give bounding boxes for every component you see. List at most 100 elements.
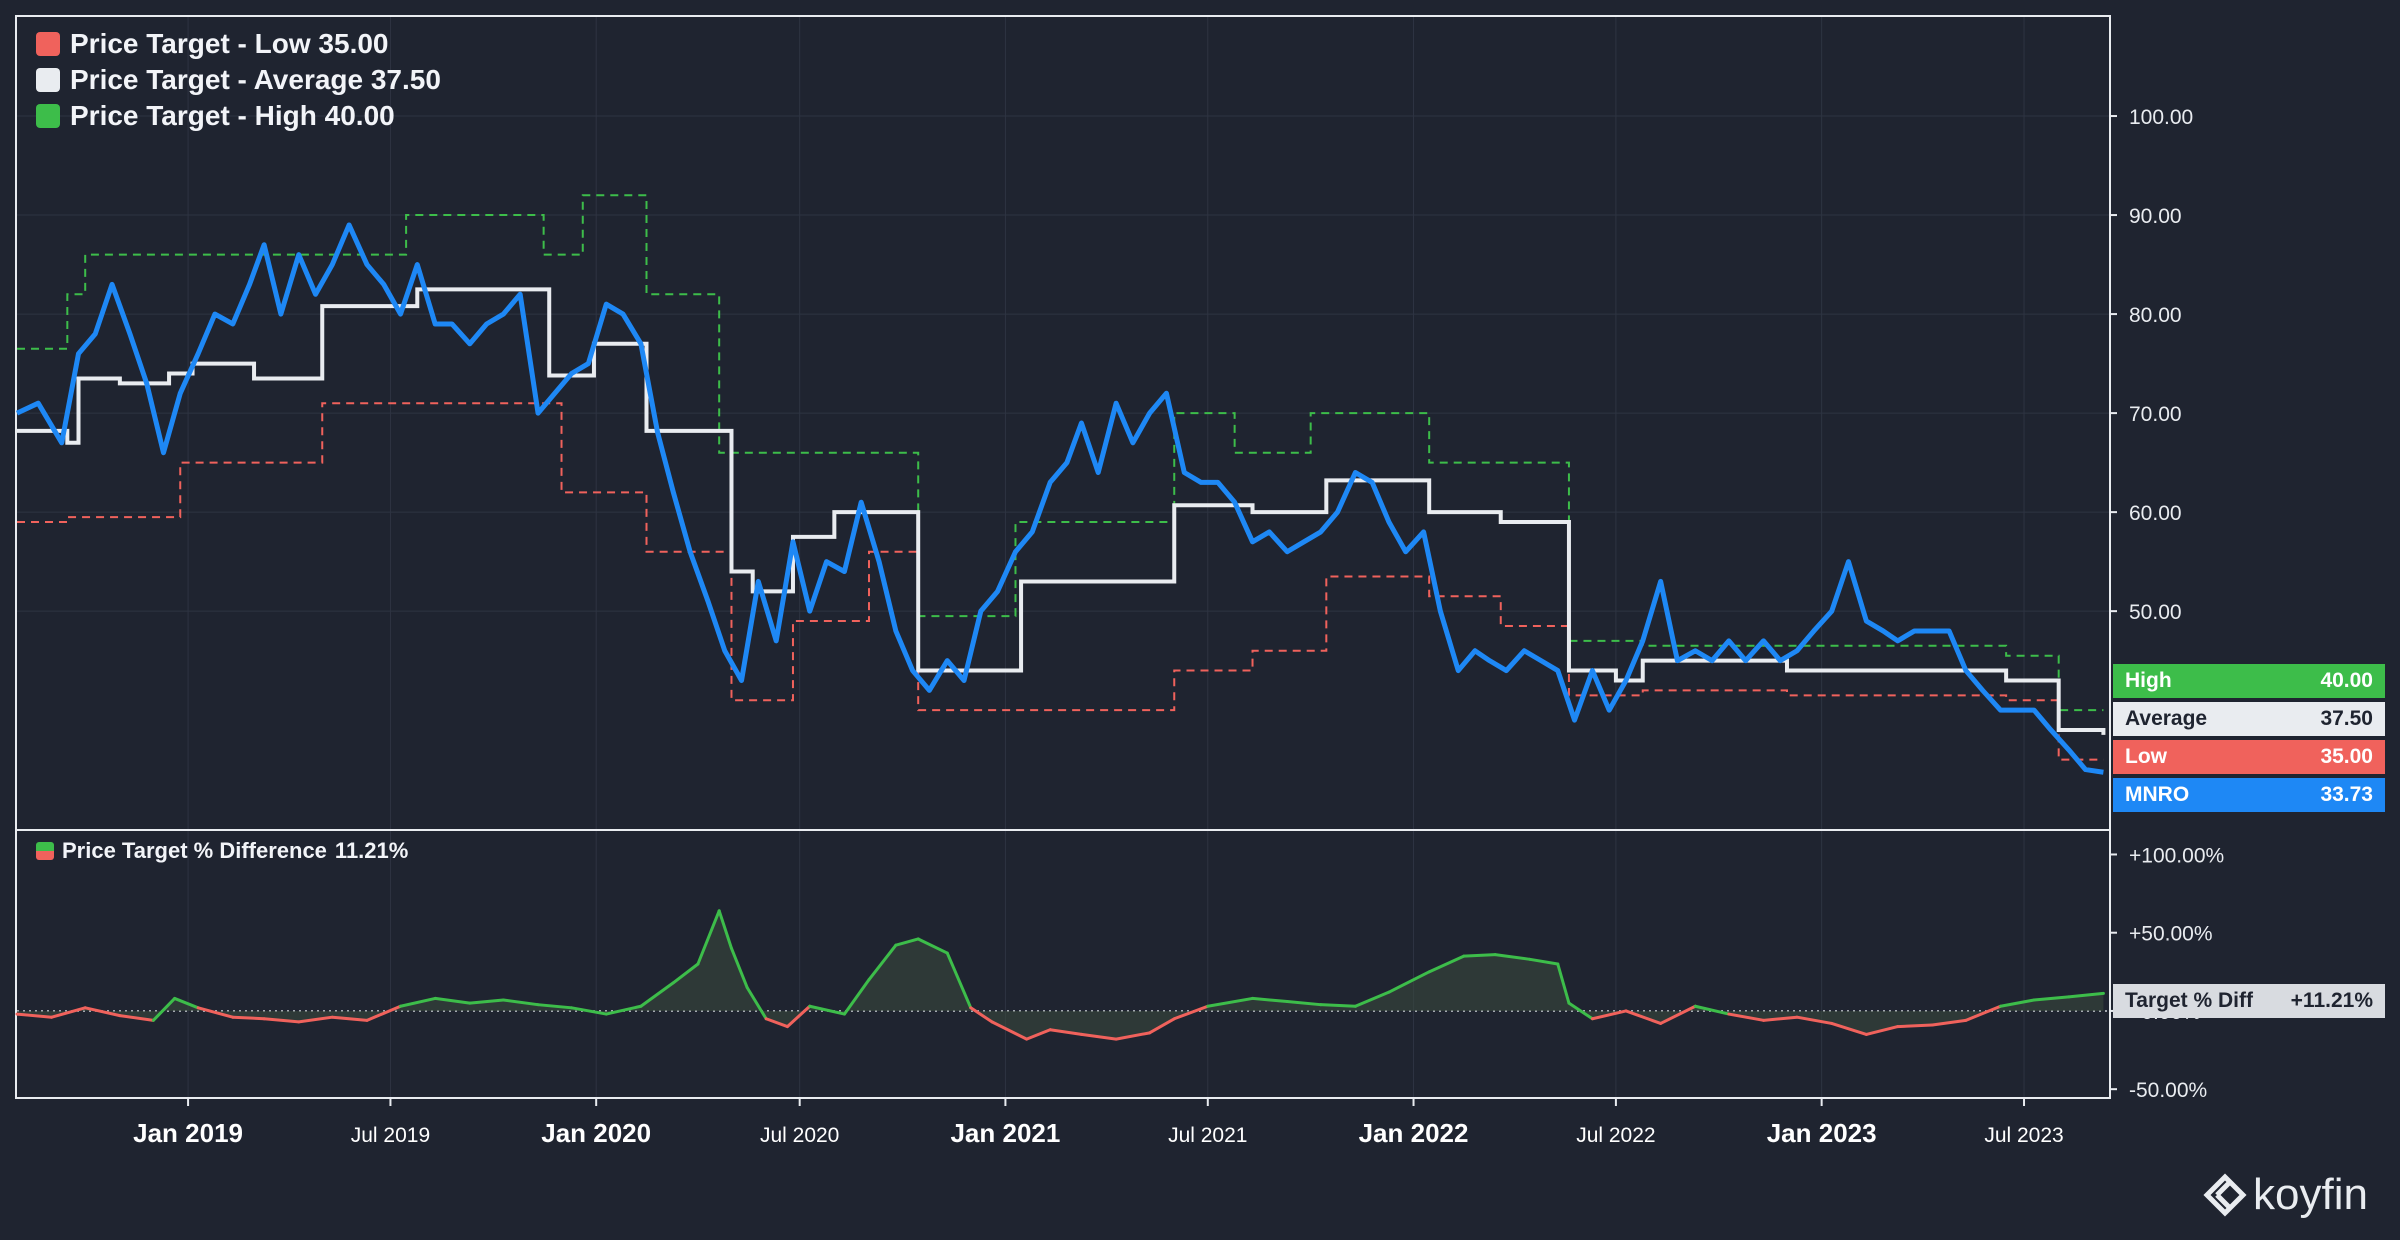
average-value-tag: Average 37.50 — [2113, 702, 2385, 736]
diff-segment — [501, 998, 540, 1007]
diff-segment — [262, 1017, 301, 1024]
diff-segment — [1251, 996, 1289, 1004]
sub-y-tick-label: -50.00% — [2129, 1079, 2207, 1102]
diff-segment — [365, 1004, 403, 1022]
diff-segment — [671, 962, 700, 985]
brand-logo[interactable]: koyfin — [2203, 1170, 2368, 1220]
x-tick-label: Jul 2021 — [1168, 1124, 1247, 1147]
diff-segment — [1148, 1017, 1176, 1035]
diff-segment — [1864, 1025, 1900, 1036]
koyfin-logo-icon — [2203, 1173, 2247, 1217]
average-tag-value: 37.50 — [2320, 707, 2373, 730]
diff-segment — [1624, 1009, 1663, 1025]
high-value-tag: High 40.00 — [2113, 664, 2385, 698]
ticker-value-tag: MNRO 33.73 — [2113, 778, 2385, 812]
x-tick-label: Jul 2023 — [1984, 1124, 2063, 1147]
diff-segment — [894, 937, 920, 947]
y-tick-label: 50.00 — [2129, 601, 2182, 624]
legend-label-high: Price Target - High 40.00 — [70, 100, 395, 131]
diff-segment — [764, 1017, 789, 1029]
diff-segment — [945, 951, 973, 1010]
y-tick-label: 90.00 — [2129, 205, 2182, 228]
diff-segment — [570, 1006, 608, 1016]
diff-segment — [2032, 995, 2071, 1002]
diff-segment — [1830, 1021, 1868, 1036]
average-tag-label: Average — [2125, 707, 2208, 730]
average-swatch-icon — [36, 68, 60, 92]
diff-segment — [1795, 1015, 1834, 1025]
legend-item-high[interactable]: Price Target - High 40.00 — [36, 100, 441, 132]
diff-segment — [1528, 957, 1560, 966]
diff-segment — [1025, 1028, 1052, 1041]
diff-segment — [433, 996, 472, 1005]
diff-segment — [969, 1006, 994, 1024]
diff-area-fill — [15, 909, 2109, 1041]
diff-segment — [15, 1012, 54, 1019]
diff-segment — [1930, 1018, 1968, 1027]
diff-segment — [729, 946, 749, 989]
diff-legend-value: 11.21% — [334, 838, 409, 863]
diff-segment — [842, 978, 871, 1016]
diff-segment — [1387, 970, 1431, 994]
diff-segment — [867, 943, 898, 982]
diff-segment — [1172, 1004, 1210, 1021]
diff-tag-label: Target % Diff — [2125, 989, 2253, 1012]
legend-item-low[interactable]: Price Target - Low 35.00 — [36, 28, 441, 60]
diff-segment — [990, 1020, 1029, 1041]
diff-segment — [696, 909, 721, 966]
diff-segment — [1493, 953, 1532, 961]
diff-segment — [1762, 1015, 1799, 1022]
diff-tag-value: +11.21% — [2290, 989, 2373, 1012]
diff-segment — [173, 996, 200, 1010]
diff-segment — [1727, 1012, 1766, 1022]
diff-segment — [1896, 1023, 1934, 1029]
diff-swatch-icon — [36, 842, 54, 860]
diff-value-tag: Target % Diff +11.21% — [2113, 984, 2385, 1018]
diff-segment — [1556, 962, 1571, 1005]
low-swatch-icon — [36, 32, 60, 56]
diff-segment — [330, 1015, 369, 1022]
sub-y-tick-label: +100.00% — [2129, 844, 2224, 867]
ticker-tag-label: MNRO — [2125, 783, 2190, 806]
ticker-tag-value: 33.73 — [2320, 783, 2373, 806]
diff-segment — [604, 1004, 643, 1016]
y-tick-label: 100.00 — [2129, 106, 2193, 129]
diff-legend[interactable]: Price Target % Difference 11.21% — [36, 838, 408, 864]
diff-segment — [151, 996, 177, 1022]
x-tick-label: Jul 2020 — [760, 1124, 839, 1147]
diff-segment — [785, 1004, 812, 1029]
diff-segment — [1999, 998, 2036, 1008]
x-tick-label: Jan 2019 — [133, 1118, 243, 1148]
diff-segment — [916, 937, 949, 955]
y-tick-label: 70.00 — [2129, 403, 2182, 426]
diff-segment — [399, 996, 437, 1008]
y-tick-label: 80.00 — [2129, 304, 2182, 327]
diff-segment — [1285, 1000, 1323, 1007]
diff-segment — [808, 1004, 846, 1016]
x-tick-label: Jan 2020 — [541, 1118, 651, 1148]
diff-segment — [1590, 1009, 1628, 1021]
x-tick-label: Jan 2021 — [950, 1118, 1060, 1148]
legend-label-average: Price Target - Average 37.50 — [70, 64, 441, 95]
sub-y-tick-label: +50.00% — [2129, 923, 2213, 946]
diff-segment — [50, 1006, 87, 1019]
diff-legend-label: Price Target % Difference — [62, 838, 327, 863]
legend-item-average[interactable]: Price Target - Average 37.50 — [36, 64, 441, 96]
diff-segment — [297, 1015, 334, 1024]
diff-segment — [1693, 1004, 1731, 1016]
diff-segment — [196, 1006, 235, 1019]
diff-segment — [1048, 1028, 1083, 1036]
low-tag-value: 35.00 — [2320, 745, 2373, 768]
diff-segment — [1206, 996, 1255, 1008]
diff-segment — [468, 998, 505, 1005]
diff-segment — [1114, 1031, 1152, 1041]
diff-segment — [83, 1006, 122, 1018]
diff-segment — [1079, 1032, 1118, 1041]
diff-segment — [1659, 1004, 1697, 1025]
diff-segment — [1567, 1001, 1594, 1021]
high-tag-label: High — [2125, 669, 2172, 692]
diff-fill — [17, 910, 2104, 1040]
diff-segment — [639, 981, 675, 1008]
diff-segment — [2067, 991, 2105, 999]
